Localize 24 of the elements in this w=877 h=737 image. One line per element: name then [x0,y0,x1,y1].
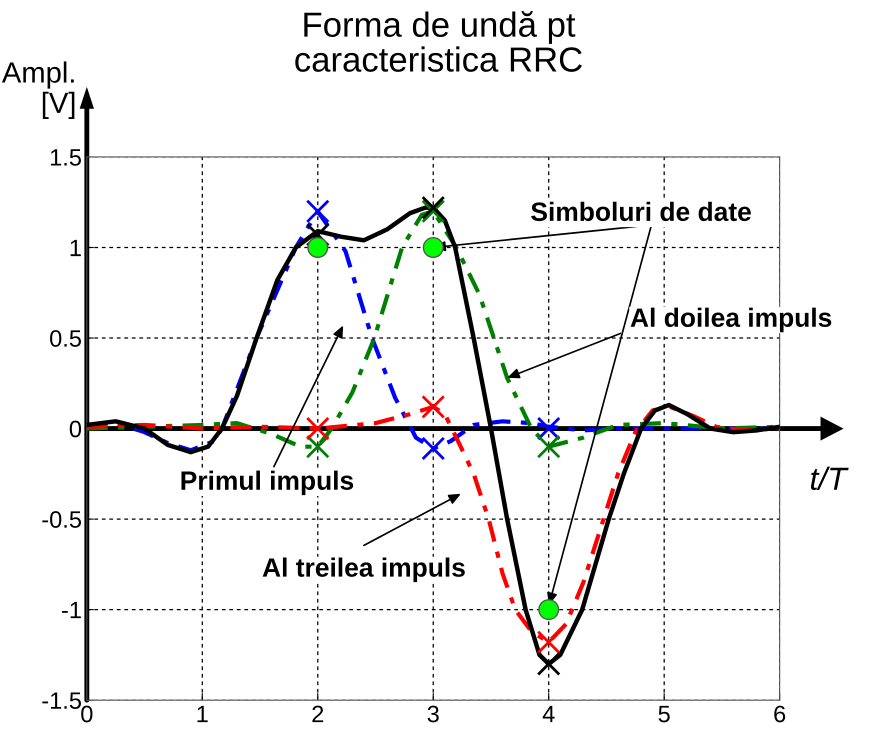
y-axis-title: Ampl. [V] [2,61,74,119]
x-tick-label: 2 [312,706,324,722]
annotation: Al doilea impuls [630,308,832,332]
y-tick-label: 1 [70,240,81,256]
annotation: Al treilea impuls [262,557,465,582]
x-tick-label: 3 [428,706,439,722]
x-tick-label: 1 [198,706,208,722]
point [307,236,328,258]
y-tick-label: 0.5 [50,330,81,347]
x-tick-label: 5 [658,706,670,722]
point [422,236,444,258]
y-tick-label: 1.5 [50,149,81,166]
x-tick-label: 0 [81,706,92,722]
y-tick-label: 0 [70,420,82,438]
x-tick-label: 6 [774,706,786,722]
chart-title: Forma de undă pt caracteristica RRC [295,11,582,72]
annotation: Simboluri de date [531,202,751,222]
y-tick-label: -1 [62,602,81,618]
point [538,599,560,620]
x-tick-label: 4 [542,706,555,722]
y-tick-label: -0.5 [42,511,81,528]
x-axis-title: t/T [810,466,849,490]
annotation: Primul impuls [181,470,354,496]
y-tick-label: -1.5 [42,692,81,709]
